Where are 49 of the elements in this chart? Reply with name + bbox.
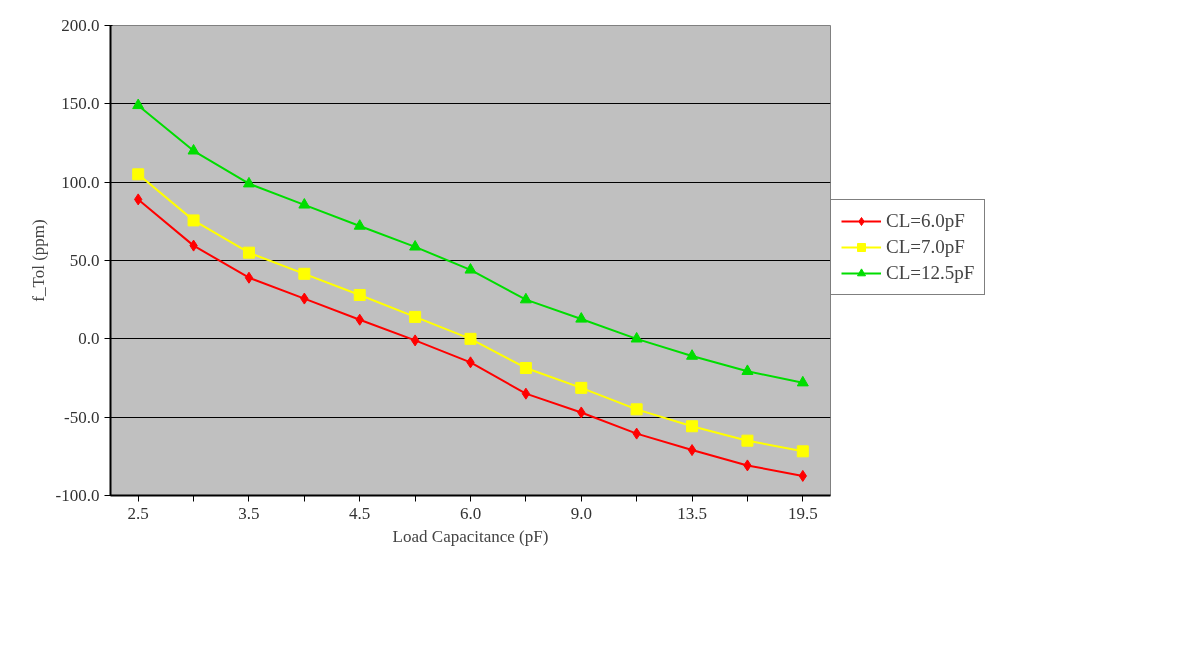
y-axis-title: f_Tol (ppm): [28, 219, 48, 302]
point: [519, 361, 532, 374]
point: [409, 240, 422, 251]
point: [521, 387, 531, 400]
point: [630, 403, 643, 416]
point: [575, 312, 588, 323]
x-tick-label: 19.5: [787, 503, 818, 523]
y-tick-label: 100.0: [61, 172, 100, 192]
point: [353, 288, 366, 301]
point: [132, 168, 145, 181]
point: [187, 143, 200, 155]
point: [741, 364, 754, 375]
point: [353, 219, 366, 230]
point: [687, 444, 697, 457]
point: [686, 420, 699, 433]
point: [575, 381, 588, 394]
legend-label: CL=6.0pF: [886, 210, 965, 232]
point: [741, 434, 754, 447]
point: [242, 176, 255, 188]
point: [242, 246, 255, 259]
point: [298, 198, 311, 209]
point: [298, 267, 311, 280]
point: [132, 98, 145, 110]
y-tick-label: -50.0: [64, 407, 100, 427]
legend-label: CL=7.0pF: [886, 236, 965, 258]
point: [686, 349, 699, 360]
point: [796, 375, 809, 387]
y-tick-label: 200.0: [61, 16, 100, 35]
x-tick-label: 6.0: [459, 503, 482, 523]
point: [410, 334, 420, 347]
y-tick-label: -100.0: [55, 486, 100, 505]
point: [187, 214, 200, 227]
y-tick-label: 0.0: [78, 329, 100, 349]
point: [630, 331, 643, 343]
x-tick-label: 9.0: [570, 503, 592, 523]
y-tick-label: 150.0: [61, 94, 100, 114]
x-tick-label: 4.5: [349, 503, 371, 523]
legend-label: CL=12.5pF: [886, 262, 975, 284]
x-tick-label: 13.5: [677, 503, 707, 523]
x-axis-title: Load Capacitance (pF): [392, 526, 549, 546]
point: [519, 292, 532, 304]
point: [464, 263, 477, 274]
y-tick-label: 50.0: [69, 251, 100, 270]
point: [464, 332, 477, 345]
point: [409, 310, 422, 323]
point: [796, 445, 809, 458]
x-tick-label: 2.5: [127, 503, 149, 523]
x-tick-label: 3.5: [238, 503, 260, 523]
point: [244, 271, 254, 284]
